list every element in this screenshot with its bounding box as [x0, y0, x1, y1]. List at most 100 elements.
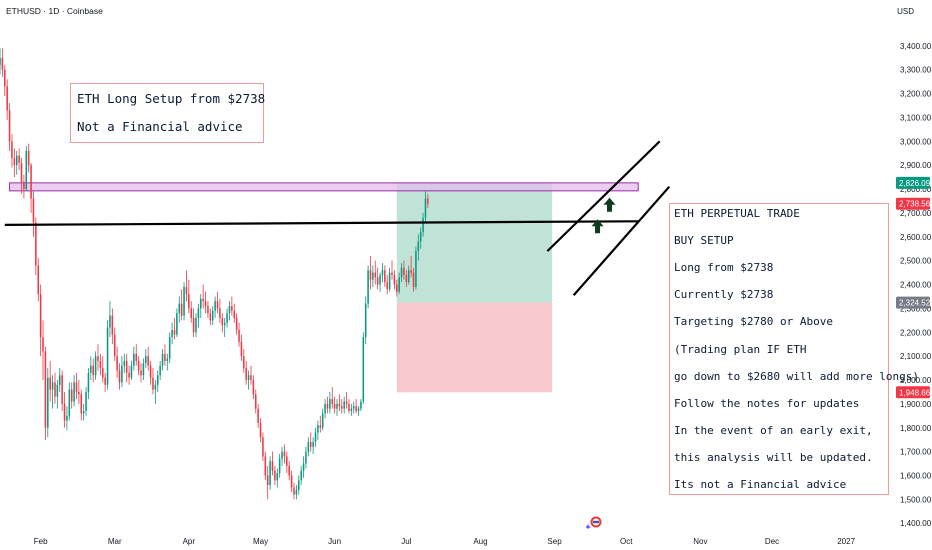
candle-body [15, 155, 18, 166]
candle-body [171, 329, 173, 338]
y-tick-label: 1,900.00 [900, 400, 932, 409]
x-tick-label: Mar [108, 537, 122, 546]
right-note-box[interactable]: ETH PERPETUAL TRADE BUY SETUP Long from … [669, 203, 919, 495]
candle-body [262, 437, 264, 457]
candle-body [384, 270, 386, 283]
candle-body [183, 286, 185, 316]
candle-body [362, 337, 365, 402]
x-tick-label: Nov [693, 537, 707, 546]
y-tick-label: 1,800.00 [900, 424, 932, 433]
candle-body [298, 480, 300, 490]
x-tick-label: Feb [34, 537, 48, 546]
right-note-line-3: Long from $2738 [674, 261, 774, 274]
candle-body [49, 377, 51, 390]
candle-body [73, 382, 75, 402]
currency-label[interactable]: USD [897, 7, 914, 16]
candle-body [364, 303, 367, 338]
candle-body [331, 399, 334, 404]
candle-body [250, 375, 252, 381]
candle-body [247, 375, 250, 381]
candle-body [56, 384, 59, 397]
candle-body [20, 162, 23, 182]
candle-body [305, 451, 307, 464]
candle-body [99, 360, 102, 369]
candle-body [116, 356, 118, 371]
resistance-zone[interactable] [9, 182, 639, 192]
candle-body [321, 413, 324, 428]
candle-body [190, 308, 192, 318]
left-note-line-2: Not a Financial advice [77, 119, 243, 134]
candle-body [412, 272, 415, 287]
candle-body [82, 411, 85, 414]
y-tick-label: 3,400.00 [900, 42, 932, 51]
candle-body [369, 270, 372, 280]
candle-body [405, 275, 408, 283]
left-note-box[interactable]: ETH Long Setup from $2738 Not a Financia… [70, 83, 266, 143]
candle-body [228, 306, 231, 314]
price-tag-bg [896, 197, 930, 210]
y-tick-label: 2,600.00 [900, 233, 932, 242]
candle-body [204, 301, 207, 307]
candle-body [345, 401, 348, 404]
candle-body [254, 394, 257, 409]
candle-body [400, 267, 403, 278]
candle-body [66, 415, 68, 421]
candle-body [276, 473, 279, 481]
candle-body [341, 406, 343, 409]
price-tags: 2,826.09 2,738.56 2,324.52 1,948.66 [896, 176, 931, 399]
candle-body [259, 422, 262, 438]
candle-body [317, 425, 319, 433]
candle-body [178, 303, 181, 314]
y-tick-label: 2,900.00 [900, 161, 932, 170]
candle-body [166, 358, 169, 361]
candle-body [42, 337, 44, 352]
y-tick-label: 2,100.00 [900, 352, 932, 361]
candle-body [1, 57, 4, 70]
candle-body [180, 303, 183, 316]
candle-body [18, 155, 20, 163]
candles [0, 48, 429, 500]
candle-body [164, 353, 166, 361]
candle-body [8, 110, 11, 142]
candle-body [348, 403, 350, 412]
right-note-line-7: go down to $2680 will add more longs) [674, 370, 920, 383]
candle-body [92, 365, 94, 376]
candle-body [393, 275, 396, 285]
candle-body [214, 301, 216, 311]
trade-position-box[interactable] [396, 182, 553, 393]
candle-body [271, 461, 274, 471]
candle-body [185, 286, 188, 295]
candle-body [85, 391, 87, 412]
candle-body [47, 377, 49, 428]
candle-body [278, 458, 281, 474]
candle-body [281, 451, 283, 459]
trend-lines[interactable] [4, 140, 671, 297]
y-tick-label: 2,300.00 [900, 304, 932, 313]
candle-body [200, 298, 202, 309]
candle-body [223, 322, 226, 326]
x-axis[interactable]: Feb Mar Apr May Jun Jul Aug Sep Oct Nov Dec 2027 [34, 537, 856, 546]
candle-body [403, 267, 405, 275]
y-axis[interactable]: 1,400.00 1,500.00 1,600.00 1,700.00 1,800.00… [900, 42, 932, 528]
left-note-line-1: ETH Long Setup from $2738 [77, 91, 266, 106]
candle-body [350, 408, 353, 412]
candle-body [252, 380, 255, 395]
candle-body [245, 368, 247, 381]
price-tag-label: 2,324.52 [899, 299, 931, 308]
candle-body [238, 329, 240, 342]
tradingview-logo-icon[interactable] [586, 515, 604, 529]
candle-body [152, 377, 154, 390]
support-line [4, 220, 639, 226]
y-tick-label: 3,300.00 [900, 66, 932, 75]
right-note-line-1: ETH PERPETUAL TRADE [674, 207, 800, 220]
candle-body [25, 150, 28, 190]
candle-body [286, 456, 288, 466]
candle-body [87, 372, 90, 392]
y-tick-label: 2,700.00 [900, 209, 932, 218]
symbol-title[interactable]: ETHUSD · 1D · Coinbase [6, 6, 103, 16]
candle-body [219, 308, 221, 318]
candle-body [159, 365, 161, 376]
candle-body [44, 351, 47, 428]
candle-body [0, 57, 1, 65]
